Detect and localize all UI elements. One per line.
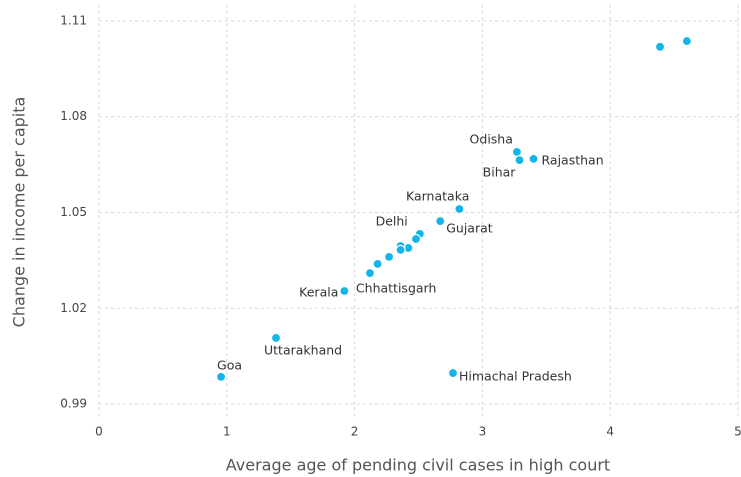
point-label: Gujarat <box>446 221 493 236</box>
point-label: Himachal Pradesh <box>459 369 572 384</box>
point-label: Kerala <box>299 285 338 300</box>
point <box>511 146 523 157</box>
point <box>514 155 525 166</box>
y-tick-label: 1.05 <box>60 205 87 219</box>
x-tick-label: 2 <box>351 425 359 439</box>
y-axis-title: Change in income per capita <box>10 97 29 328</box>
y-tick-label: 1.11 <box>60 13 87 27</box>
point-label: Odisha <box>470 131 513 146</box>
x-tick-label: 1 <box>223 425 231 439</box>
point <box>447 367 459 379</box>
point-label: Bihar <box>483 165 517 180</box>
point-label: Goa <box>217 357 242 372</box>
point <box>339 285 350 297</box>
point-label: Chhattisgarh <box>356 281 436 296</box>
point <box>384 251 395 262</box>
point <box>435 216 446 227</box>
y-tick-label: 1.08 <box>60 109 87 123</box>
x-tick-label: 3 <box>479 425 487 439</box>
point <box>681 35 692 47</box>
point-label: Delhi <box>376 213 408 228</box>
point <box>270 332 282 344</box>
y-tick-label: 1.02 <box>60 301 87 315</box>
x-tick-label: 0 <box>95 425 103 439</box>
x-axis-title: Average age of pending civil cases in hi… <box>226 456 610 475</box>
point-label: Karnataka <box>406 188 469 203</box>
point <box>395 244 406 255</box>
point-label: Uttarakhand <box>264 342 342 357</box>
point <box>410 233 422 245</box>
point <box>364 268 376 279</box>
point <box>654 41 666 52</box>
point <box>215 371 227 383</box>
point <box>372 258 383 269</box>
x-tick-label: 4 <box>606 425 614 439</box>
point <box>454 203 465 215</box>
y-tick-label: 0.99 <box>60 397 87 411</box>
x-tick-label: 5 <box>734 425 741 439</box>
point <box>528 153 539 164</box>
point-label: Rajasthan <box>542 152 604 167</box>
